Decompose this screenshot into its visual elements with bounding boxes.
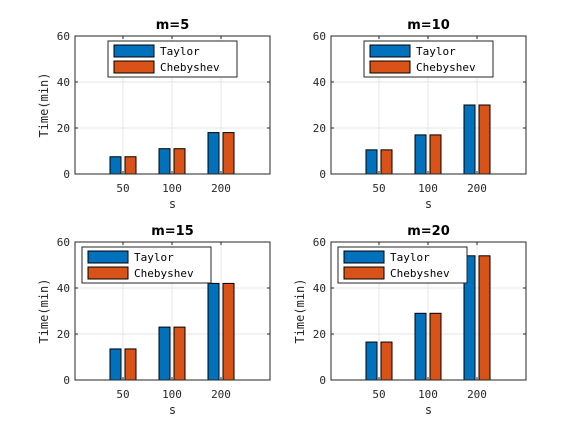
bar-chebyshev-200: [222, 132, 235, 175]
y-tick-label: 40: [57, 282, 70, 295]
legend-swatch-chebyshev: [369, 60, 411, 74]
legend: Taylor Chebyshev: [107, 40, 238, 78]
bar-chebyshev-50: [124, 348, 137, 381]
bar-chebyshev-100: [173, 326, 186, 381]
chart-panel-1: 0 20 40 60 50 100 200 m=5 s Time(min) Taylor Chebys…: [37, 18, 271, 211]
bar-chebyshev-50: [124, 156, 137, 175]
y-tick-label: 0: [63, 374, 70, 387]
y-tick-label: 40: [313, 76, 326, 89]
y-tick-label: 60: [57, 30, 70, 43]
legend-swatch-taylor: [113, 44, 155, 58]
legend: Taylor Chebyshev: [337, 246, 468, 284]
legend-label-chebyshev: Chebyshev: [160, 61, 220, 74]
legend-label-taylor: Taylor: [416, 45, 456, 58]
legend-swatch-taylor: [343, 250, 385, 264]
bar-chebyshev-200: [478, 255, 491, 381]
y-tick-label: 60: [313, 236, 326, 249]
bar-taylor-200: [207, 132, 220, 175]
legend-swatch-chebyshev: [87, 266, 129, 280]
legend-label-taylor: Taylor: [390, 251, 430, 264]
y-tick-label: 20: [313, 122, 326, 135]
bar-taylor-200: [463, 104, 476, 175]
bar-taylor-50: [365, 341, 378, 381]
bar-chebyshev-50: [380, 341, 393, 381]
x-axis-label: s: [425, 403, 432, 417]
legend-label-chebyshev: Chebyshev: [416, 61, 476, 74]
bar-taylor-50: [109, 348, 122, 381]
legend-swatch-taylor: [369, 44, 411, 58]
chart-title: m=10: [407, 18, 450, 33]
x-tick-label: 200: [211, 388, 231, 401]
x-tick-label: 100: [418, 182, 438, 195]
y-tick-label: 60: [57, 236, 70, 249]
y-tick-label: 40: [313, 282, 326, 295]
chart-title: m=15: [151, 224, 194, 239]
bar-taylor-100: [414, 312, 427, 381]
y-tick-label: 60: [313, 30, 326, 43]
y-axis-label: Time(min): [37, 72, 51, 137]
y-axis-label: Time(min): [37, 278, 51, 343]
x-tick-label: 200: [467, 388, 487, 401]
x-tick-label: 100: [418, 388, 438, 401]
bar-taylor-100: [158, 326, 171, 381]
legend-swatch-chebyshev: [343, 266, 385, 280]
y-tick-label: 0: [319, 168, 326, 181]
bar-chebyshev-50: [380, 149, 393, 175]
x-tick-label: 50: [116, 182, 129, 195]
x-tick-label: 200: [211, 182, 231, 195]
chart-panel-3: 0 20 40 60 50 100 200 m=15 s Time(min) Taylor Cheby…: [37, 224, 271, 417]
legend-label-chebyshev: Chebyshev: [134, 267, 194, 280]
bar-chebyshev-200: [222, 282, 235, 381]
legend-label-chebyshev: Chebyshev: [390, 267, 450, 280]
y-axis-label: Time(min): [293, 278, 307, 343]
y-tick-label: 20: [57, 122, 70, 135]
chart-panel-2: 0 20 40 60 50 100 200 m=10 s Taylor Chebyshev: [313, 18, 527, 211]
x-tick-label: 50: [372, 388, 385, 401]
legend: Taylor Chebyshev: [363, 40, 494, 78]
bar-chebyshev-100: [429, 134, 442, 175]
bar-taylor-200: [207, 282, 220, 381]
legend-swatch-chebyshev: [113, 60, 155, 74]
y-tick-label: 0: [319, 374, 326, 387]
x-tick-label: 50: [116, 388, 129, 401]
chart-panel-4: 0 20 40 60 50 100 200 m=20 s Time(min) Taylor Cheby…: [293, 224, 527, 417]
chart-title: m=5: [156, 18, 189, 33]
bar-chebyshev-100: [429, 312, 442, 381]
chart-title: m=20: [407, 224, 450, 239]
y-tick-label: 0: [63, 168, 70, 181]
bar-chebyshev-100: [173, 148, 186, 175]
bar-taylor-100: [414, 134, 427, 175]
y-tick-label: 20: [57, 328, 70, 341]
bar-taylor-50: [365, 149, 378, 175]
x-tick-label: 100: [162, 182, 182, 195]
bar-chebyshev-200: [478, 104, 491, 175]
bar-taylor-100: [158, 148, 171, 175]
x-axis-label: s: [425, 197, 432, 211]
x-tick-label: 200: [467, 182, 487, 195]
x-tick-label: 100: [162, 388, 182, 401]
legend-swatch-taylor: [87, 250, 129, 264]
x-axis-label: s: [169, 403, 176, 417]
x-axis-label: s: [169, 197, 176, 211]
legend-label-taylor: Taylor: [160, 45, 200, 58]
y-tick-label: 20: [313, 328, 326, 341]
legend-label-taylor: Taylor: [134, 251, 174, 264]
x-tick-label: 50: [372, 182, 385, 195]
bar-taylor-50: [109, 156, 122, 175]
legend: Taylor Chebyshev: [81, 246, 212, 284]
y-tick-label: 40: [57, 76, 70, 89]
